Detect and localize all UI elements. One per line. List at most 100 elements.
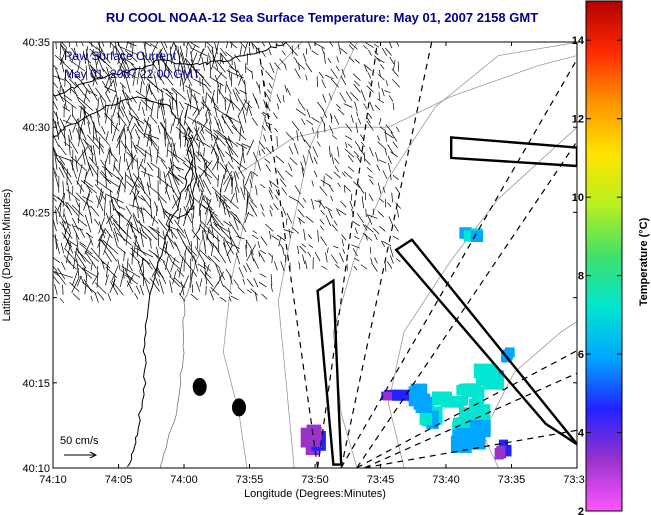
current-vector [258,250,260,257]
current-vector [241,143,251,148]
current-vector [90,205,100,217]
current-vector [333,171,341,179]
current-vector [302,197,307,203]
current-vector [119,46,139,56]
current-vector [110,94,116,110]
current-vector [200,220,213,233]
current-vector [149,198,153,219]
current-vector [392,174,399,180]
current-vector [117,96,122,119]
current-vector [143,118,152,131]
current-vector [224,100,226,111]
current-vector [63,208,65,218]
current-vector [110,42,118,51]
current-vector [81,267,98,278]
current-vector [105,131,109,141]
current-vector [330,195,334,202]
current-vector [149,146,152,163]
current-vector [180,61,186,81]
current-vector [246,278,254,287]
current-vector [172,163,181,172]
current-vector [348,42,358,50]
current-vector [55,154,74,162]
current-vector [201,204,218,217]
current-vector [150,102,154,117]
current-vector [276,136,278,147]
current-vector [378,117,382,125]
current-vector [227,161,234,170]
current-vector [198,222,202,231]
current-vector [202,179,212,196]
current-vector [63,255,72,264]
current-vector [204,264,210,278]
current-vector [199,195,204,211]
current-vector [261,50,266,57]
current-vector [150,43,158,49]
current-vector [266,125,272,134]
current-vector [299,131,306,142]
current-vector [280,178,287,188]
current-vector [354,235,360,240]
current-vector [224,174,233,193]
current-vector [259,252,266,263]
current-vector [116,128,125,149]
current-vector [132,141,138,154]
current-vector [229,275,233,285]
current-vector [235,184,240,193]
current-vector [207,45,212,54]
current-vector [248,46,251,56]
current-vector [228,69,231,81]
current-vector [275,155,285,164]
current-vector [263,99,267,109]
current-vector [320,179,331,187]
current-vector [336,208,347,216]
sst-cell [463,230,477,242]
colorbar-tick-label: 12 [572,114,584,126]
current-vector [126,94,131,111]
current-vector [384,148,388,156]
current-vector [191,269,197,277]
current-vector [199,278,203,287]
current-vector [343,171,353,179]
current-vector [203,262,208,285]
current-vector [239,45,243,57]
current-vector [132,214,140,234]
current-vector [173,62,178,79]
current-vector [274,62,281,71]
current-vector [293,143,299,155]
current-vector [163,73,174,86]
current-vector [140,164,147,172]
current-vector [269,231,272,240]
current-vector [53,234,59,242]
current-vector [226,245,233,257]
x-tick-label: 74:05 [105,474,133,486]
current-vector [381,87,385,97]
boundary-box [450,136,577,168]
current-vector [384,131,394,139]
current-vector [57,267,66,280]
current-vector [167,173,174,193]
current-vector [104,92,111,103]
current-vector [143,275,151,296]
current-vector [291,121,300,131]
current-vector [132,191,138,200]
current-vector [101,125,106,135]
current-vector [307,150,311,156]
current-vector [312,146,319,158]
current-vector [111,115,113,134]
current-vector [213,116,220,126]
current-vector [119,273,124,288]
current-vector [250,250,255,262]
current-vector [268,180,279,188]
current-vector [216,84,219,104]
current-vector [332,134,338,140]
current-vector [291,227,300,234]
current-vector [53,194,64,203]
current-vector [77,263,93,279]
current-vector [169,275,181,288]
current-vector [148,82,152,95]
current-vector [384,130,387,142]
current-vector [392,78,400,88]
current-vector [298,261,301,270]
current-vector [85,232,94,239]
